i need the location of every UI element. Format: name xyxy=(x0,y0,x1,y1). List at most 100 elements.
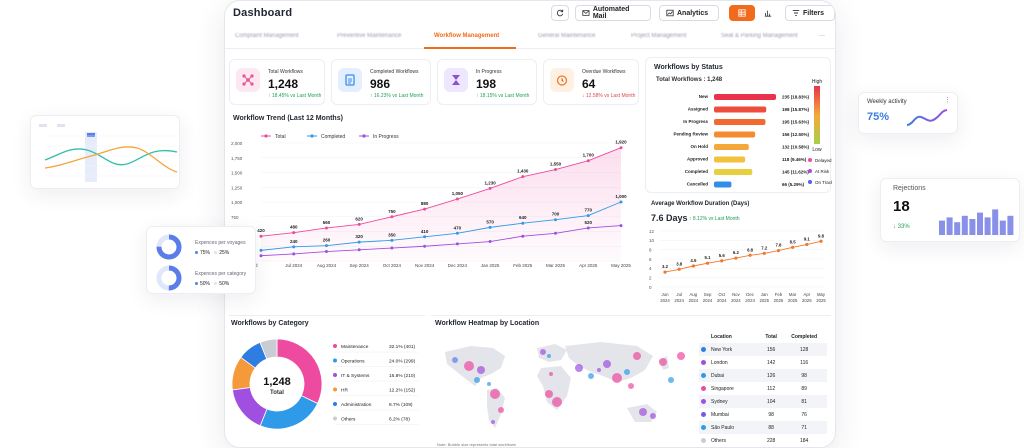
scale-high-label: High xyxy=(812,79,823,85)
duration-title: Average Workflow Duration (Days) xyxy=(651,201,750,207)
category-title: Workflows by Category xyxy=(231,320,309,327)
completed-cell: 116 xyxy=(800,359,809,366)
dashboard-window: Dashboard Automated Mail Analytics Filte… xyxy=(224,0,836,448)
table-row[interactable]: London 142 116 xyxy=(699,356,827,369)
expenses-card: Expences per voyages 75% 25% Expences pe… xyxy=(146,226,256,294)
filters-button[interactable]: Filters xyxy=(785,5,835,21)
table-row[interactable]: São Paulo 88 71 xyxy=(699,421,827,434)
tab-project-management[interactable]: Project Management xyxy=(631,33,687,39)
series-line-total xyxy=(260,147,622,237)
status-subtitle: Total Workflows : 1,248 xyxy=(656,77,723,83)
data-label: 9.1 xyxy=(804,237,811,242)
category-donut-chart: 1,248 Total Maintenance 32.1% (401) Operatio… xyxy=(231,338,419,430)
y-tick-label: 2 xyxy=(649,275,652,280)
tab-workflow-management[interactable]: Workflow Management xyxy=(434,33,500,39)
hourglass-icon xyxy=(444,68,468,92)
data-label: 1,430 xyxy=(517,169,529,174)
tab-general-maintenance[interactable]: General Maintenance xyxy=(538,33,596,39)
legend-marker xyxy=(808,169,812,173)
x-tick-label-partial: d xyxy=(255,263,258,268)
location-bubble xyxy=(498,407,504,413)
table-row[interactable]: Dubai 126 98 xyxy=(699,369,827,382)
data-point xyxy=(292,252,296,256)
col-location: Location xyxy=(711,334,732,340)
data-label: 350 xyxy=(388,232,396,237)
weekly-sparkline xyxy=(906,109,948,126)
location-bubble xyxy=(487,382,491,386)
y-tick-label: 1,750 xyxy=(231,156,243,161)
x-tick-month: Oct xyxy=(718,292,725,297)
alarm-icon xyxy=(550,68,574,92)
automated-mail-button[interactable]: Automated Mail xyxy=(575,5,651,21)
legend-marker xyxy=(310,134,314,138)
data-label: 570 xyxy=(486,219,494,224)
location-color-dot xyxy=(701,424,706,430)
legend-value: 24.0% (299) xyxy=(389,359,416,365)
tab-complaint-management[interactable]: Complaint Management xyxy=(235,33,299,39)
legend-marker xyxy=(333,387,337,392)
rejection-bar xyxy=(946,217,953,235)
table-row[interactable]: Singapore 112 89 xyxy=(699,382,827,395)
location-name: Mumbai xyxy=(711,411,729,418)
grid-view-button[interactable] xyxy=(729,5,755,21)
status-category-label: Completed xyxy=(685,169,709,174)
x-tick-month: Jun xyxy=(662,292,670,297)
data-point xyxy=(423,244,427,248)
total-cell: 104 xyxy=(760,395,782,408)
more-tabs-icon[interactable]: ··· xyxy=(819,33,825,39)
workflows-by-category-card: Workflows by Category 1,248 Total Maintena… xyxy=(229,315,425,447)
x-tick-year: 2024 xyxy=(717,298,727,303)
table-row[interactable]: Mumbai 98 76 xyxy=(699,408,827,421)
x-tick-year: 2025 xyxy=(788,298,798,303)
voyage-a: 75% xyxy=(200,250,211,256)
data-label: 6.2 xyxy=(733,250,740,255)
grid-icon xyxy=(738,9,746,17)
location-bubble xyxy=(677,352,685,360)
voyage-b: 25% xyxy=(219,250,230,256)
data-label: 5.6 xyxy=(719,253,726,258)
chart-view-button[interactable] xyxy=(757,5,779,21)
legend-marker xyxy=(333,358,337,363)
location-bubble xyxy=(477,366,485,374)
data-label: 7.8 xyxy=(775,243,782,248)
rejection-bar xyxy=(977,212,983,235)
x-tick-month: Mar xyxy=(789,292,797,297)
completed-cell: 71 xyxy=(781,421,827,434)
status-bar-chart: New 235 (18.83%) Assigned 198 (15.87%) In Pr… xyxy=(673,79,832,188)
workflows-by-status-card: Workflows by Status Total Workflows : 1,… xyxy=(645,57,832,193)
x-tick-label: Mar 2025 xyxy=(546,263,566,268)
status-value-label: 132 (10.58%) xyxy=(782,145,810,150)
location-cell: London xyxy=(699,356,761,369)
analytics-button[interactable]: Analytics xyxy=(659,5,719,21)
tab-preventive-maintenance[interactable]: Preventive Maintenance xyxy=(337,33,402,39)
data-point xyxy=(805,242,809,247)
table-row[interactable]: Others 228 184 xyxy=(699,434,827,447)
category-a: 50% xyxy=(200,281,211,287)
refresh-button[interactable] xyxy=(551,5,569,21)
data-point xyxy=(748,253,752,257)
duration-line-chart: 0246810123.2Jun20243.8Jul20244.5Aug20245… xyxy=(649,229,826,303)
data-label: 620 xyxy=(355,216,363,221)
category-b: 50% xyxy=(219,281,230,287)
status-bar xyxy=(714,144,749,150)
weekly-activity-card: Weekly activity ⋮ 75% xyxy=(858,92,958,134)
tab-seat-parking-management[interactable]: Seat & Parking Management xyxy=(721,33,798,39)
weekly-more-icon[interactable]: ⋮ xyxy=(944,97,951,104)
location-name: London xyxy=(711,359,728,366)
location-bubble xyxy=(668,377,674,383)
table-row[interactable]: Sydney 104 81 xyxy=(699,395,827,408)
location-bubble xyxy=(549,372,553,376)
location-bubble xyxy=(547,354,551,358)
data-point xyxy=(521,234,525,238)
data-label: 520 xyxy=(585,220,593,225)
category-label: Expences per category xyxy=(195,271,247,277)
legend-label: On Track xyxy=(815,180,832,185)
location-bubble xyxy=(491,420,495,424)
location-color-dot xyxy=(701,359,706,365)
legend-label: Total xyxy=(275,134,286,140)
status-category-label: In Progress xyxy=(683,119,708,124)
table-row[interactable]: New York 156 128 xyxy=(699,343,827,356)
data-point xyxy=(705,261,710,265)
rejections-card: Rejections 18 ↓ 33% xyxy=(880,178,1020,242)
location-bubble xyxy=(540,349,546,355)
